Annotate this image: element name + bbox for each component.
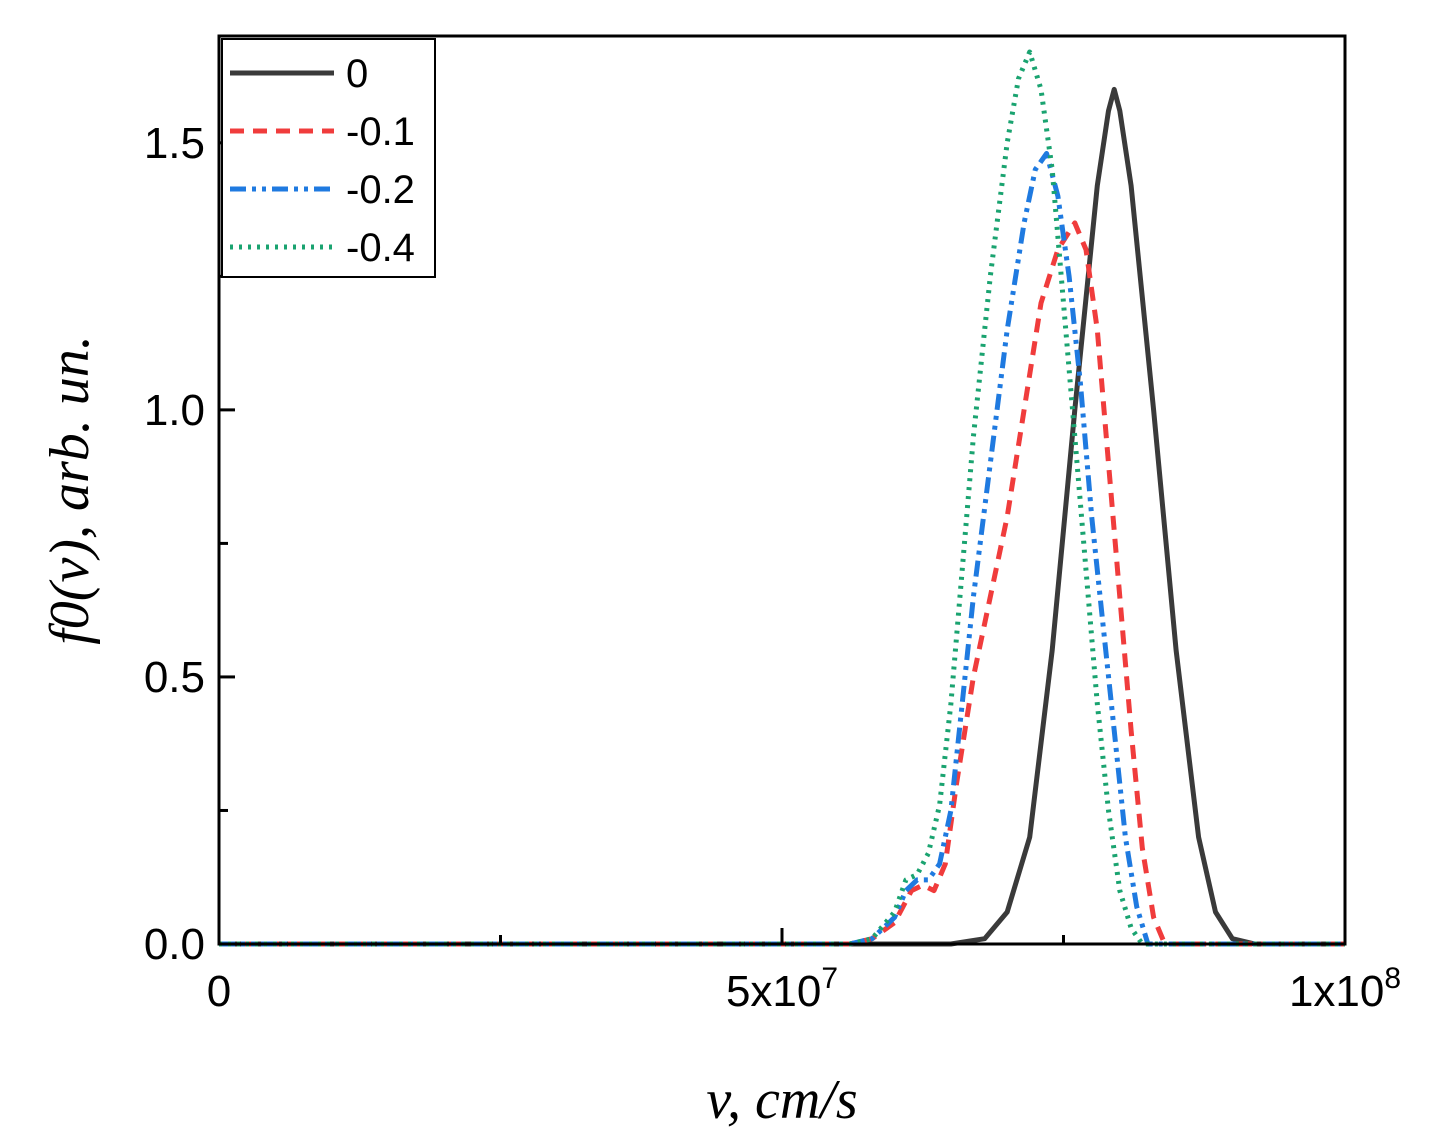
y-tick-label: 0.0 (144, 920, 205, 969)
series-line-2 (219, 151, 1345, 947)
y-axis-title: f0(v), arb. un. (39, 335, 101, 645)
legend-label-3: -0.4 (346, 226, 415, 270)
x-tick-label: 1x108 (1289, 962, 1401, 1016)
x-tick-label: 0 (207, 967, 231, 1016)
legend-label-1: -0.1 (346, 110, 415, 154)
x-axis-title: v, cm/s (706, 1069, 857, 1131)
legend-label-2: -0.2 (346, 168, 415, 212)
series-line-3 (219, 49, 1345, 947)
series-layer (219, 49, 1345, 947)
y-tick-label: 0.5 (144, 653, 205, 702)
y-tick-label: 1.5 (144, 119, 205, 168)
ticks-layer: 0 5x107 1x108 0.0 0.5 1.0 1.5 (144, 119, 1401, 1016)
series-line-1 (219, 220, 1345, 947)
x-tick-label: 5x107 (726, 962, 838, 1016)
series-line-0 (219, 86, 1345, 947)
legend: 0 -0.1 -0.2 -0.4 (221, 38, 436, 278)
legend-label-0: 0 (346, 52, 368, 96)
legend-box (221, 38, 436, 278)
y-tick-label: 1.0 (144, 386, 205, 435)
